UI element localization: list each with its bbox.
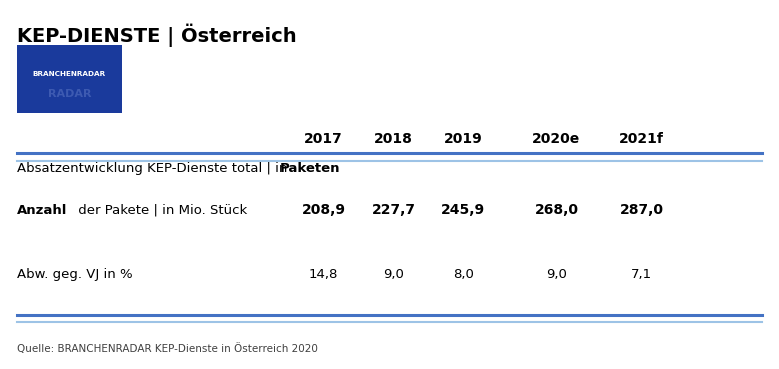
Text: Abw. geg. VJ in %: Abw. geg. VJ in %: [17, 268, 132, 281]
Text: RADAR: RADAR: [48, 89, 91, 99]
Text: 14,8: 14,8: [308, 268, 338, 281]
Text: 227,7: 227,7: [372, 203, 415, 217]
Text: 2020e: 2020e: [532, 132, 580, 146]
Text: 9,0: 9,0: [383, 268, 404, 281]
Text: Anzahl: Anzahl: [17, 204, 67, 217]
Text: 2021f: 2021f: [619, 132, 664, 146]
Text: 9,0: 9,0: [546, 268, 567, 281]
Text: KEP-DIENSTE | Österreich: KEP-DIENSTE | Österreich: [17, 23, 297, 47]
Text: 2019: 2019: [444, 132, 483, 146]
Text: 245,9: 245,9: [441, 203, 485, 217]
Text: Absatzentwicklung KEP-Dienste total | in: Absatzentwicklung KEP-Dienste total | in: [17, 162, 291, 175]
Text: 287,0: 287,0: [620, 203, 664, 217]
Text: 2018: 2018: [374, 132, 413, 146]
Text: 208,9: 208,9: [301, 203, 346, 217]
Text: Paketen: Paketen: [280, 162, 340, 175]
Text: 7,1: 7,1: [631, 268, 652, 281]
Text: 268,0: 268,0: [534, 203, 578, 217]
Text: 2017: 2017: [304, 132, 343, 146]
Text: der Pakete | in Mio. Stück: der Pakete | in Mio. Stück: [73, 204, 247, 217]
Text: Quelle: BRANCHENRADAR KEP-Dienste in Österreich 2020: Quelle: BRANCHENRADAR KEP-Dienste in Öst…: [17, 343, 318, 354]
FancyBboxPatch shape: [17, 45, 122, 113]
Text: BRANCHENRADAR: BRANCHENRADAR: [33, 71, 106, 77]
Text: 8,0: 8,0: [453, 268, 474, 281]
